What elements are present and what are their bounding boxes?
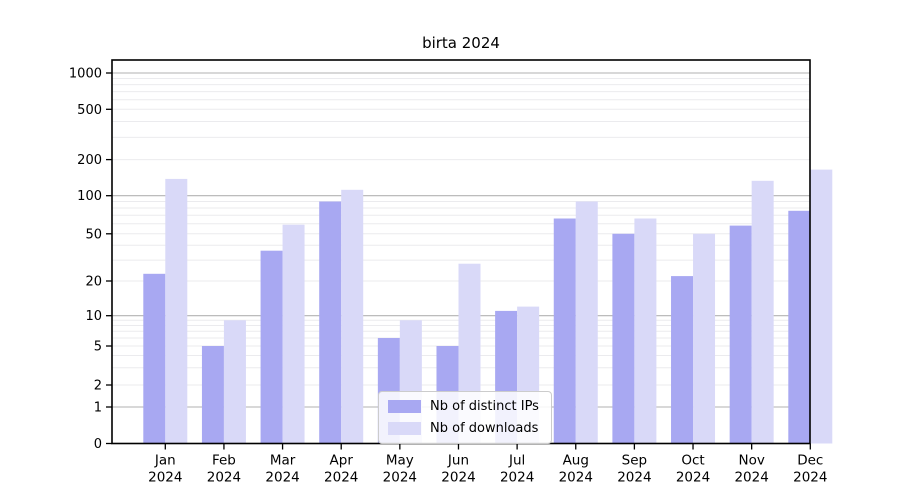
bar-distinct-ips-jan <box>143 273 166 444</box>
bar-distinct-ips-nov <box>729 225 752 444</box>
x-tick-label: Feb 2024 <box>207 453 241 486</box>
x-tick-label: Oct 2024 <box>676 453 710 486</box>
x-tick-label: Aug 2024 <box>559 453 593 486</box>
bar-downloads-oct <box>693 233 716 444</box>
bar-downloads-apr <box>341 189 364 444</box>
y-tick-label: 500 <box>77 103 102 118</box>
bar-distinct-ips-apr <box>319 201 342 444</box>
bar-distinct-ips-dec <box>788 210 811 444</box>
y-tick-label: 200 <box>77 153 102 168</box>
y-tick-label: 5 <box>94 340 102 355</box>
bar-downloads-sep <box>634 218 657 444</box>
x-tick-label: Apr 2024 <box>324 453 358 486</box>
bar-distinct-ips-oct <box>671 276 694 444</box>
bar-distinct-ips-feb <box>201 346 224 444</box>
x-tick-label: Jan 2024 <box>148 453 182 486</box>
y-tick-label: 10 <box>85 309 102 324</box>
y-tick-label: 1000 <box>69 67 102 82</box>
legend-swatch-downloads-icon <box>388 422 421 435</box>
bar-downloads-nov <box>751 180 774 444</box>
chart-title: birta 2024 <box>422 34 500 52</box>
bar-distinct-ips-aug <box>553 218 576 444</box>
y-tick-label: 1 <box>94 401 102 416</box>
x-tick-label: May 2024 <box>383 453 417 486</box>
y-tick-label: 50 <box>85 227 102 242</box>
y-tick-label: 2 <box>94 379 102 394</box>
legend-label-downloads: Nb of downloads <box>430 421 539 436</box>
x-tick-label: Nov 2024 <box>734 453 768 486</box>
y-tick-label: 20 <box>85 275 102 290</box>
bar-downloads-aug <box>575 201 598 444</box>
bar-downloads-mar <box>282 224 305 444</box>
x-tick-label: Dec 2024 <box>793 453 827 486</box>
legend-label-distinct-ips: Nb of distinct IPs <box>430 399 539 414</box>
y-tick-label: 0 <box>94 437 102 452</box>
x-tick-label: Jul 2024 <box>500 453 534 486</box>
legend: Nb of distinct IPs Nb of downloads <box>378 391 552 444</box>
bar-downloads-jan <box>165 178 188 444</box>
x-tick-label: Sep 2024 <box>617 453 651 486</box>
legend-swatch-ips-icon <box>388 400 421 413</box>
bar-distinct-ips-sep <box>612 233 635 444</box>
y-tick-label: 100 <box>77 189 102 204</box>
x-tick-label: Mar 2024 <box>265 453 299 486</box>
bar-downloads-feb <box>223 320 246 444</box>
x-tick-label: Jun 2024 <box>441 453 475 486</box>
bar-distinct-ips-mar <box>260 250 283 444</box>
bar-downloads-dec <box>810 169 833 444</box>
legend-item-distinct-ips: Nb of distinct IPs <box>388 399 539 414</box>
legend-item-downloads: Nb of downloads <box>388 421 539 436</box>
